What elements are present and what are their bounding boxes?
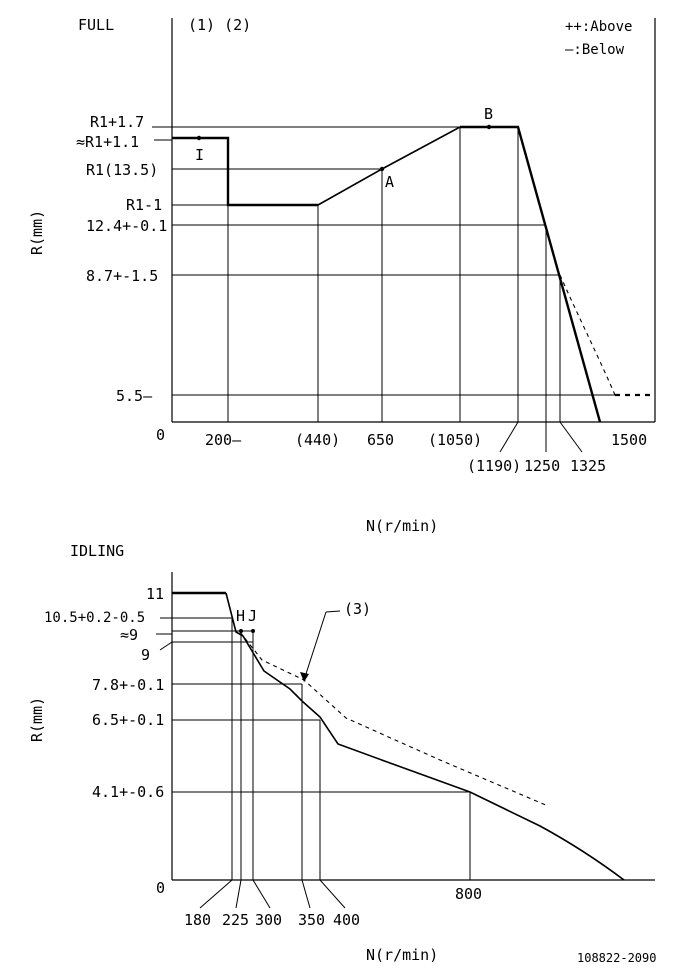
full-curve-top-and-cutoff bbox=[460, 125, 602, 423]
full-origin: 0 bbox=[156, 426, 165, 444]
marker-b-dot bbox=[486, 124, 492, 130]
full-y-tick-r1-plus-1-7: R1+1.7 bbox=[90, 113, 144, 131]
idling-y-tick-6-5: 6.5+-0.1 bbox=[92, 711, 164, 729]
full-x-axis-label: N(r/min) bbox=[366, 517, 438, 535]
full-notes: (1) (2) bbox=[188, 16, 251, 34]
marker-i: I bbox=[195, 146, 204, 164]
full-title: FULL bbox=[78, 16, 114, 34]
marker-j-dot bbox=[251, 629, 255, 633]
full-y-tick-5-5: 5.5— bbox=[116, 387, 153, 405]
idling-title: IDLING bbox=[70, 542, 124, 560]
marker-a: A bbox=[385, 173, 394, 191]
full-y-tick-r1-plus-1-1: ≈R1+1.1 bbox=[76, 133, 139, 151]
full-y-tick-12-4: 12.4+-0.1 bbox=[86, 217, 167, 235]
full-x-tick-1325: 1325 bbox=[570, 457, 606, 475]
marker-i-dot bbox=[196, 135, 202, 141]
idling-y-tick-10-5: 10.5+0.2-0.5 bbox=[44, 610, 145, 626]
full-x-tick-1500: 1500 bbox=[611, 431, 647, 449]
full-curve-low bbox=[172, 136, 318, 207]
full-y-axis-label: R(mm) bbox=[28, 210, 46, 255]
idling-x-tick-800: 800 bbox=[455, 885, 482, 903]
full-x-tick-440: (440) bbox=[295, 431, 340, 449]
document-code: 108822-2090 bbox=[577, 951, 656, 965]
marker-b: B bbox=[484, 105, 493, 123]
idling-curve bbox=[225, 592, 625, 881]
idling-y-tick-11: 11 bbox=[146, 585, 164, 603]
full-y-tick-r1: R1(13.5) bbox=[86, 161, 158, 179]
idling-x-tick-300: 300 bbox=[255, 911, 282, 929]
full-x-tick-650: 650 bbox=[367, 431, 394, 449]
idling-origin: 0 bbox=[156, 879, 165, 897]
idling-x-tick-400: 400 bbox=[333, 911, 360, 929]
marker-j: J bbox=[248, 607, 257, 625]
idling-y-tick-4-1: 4.1+-0.6 bbox=[92, 783, 164, 801]
idling-panel: IDLING R(mm) 11 10.5+0.2-0.5 ≈9 9 7.8+-0… bbox=[28, 542, 655, 964]
full-x-tick-200: 200— bbox=[205, 431, 242, 449]
idling-y-axis-label: R(mm) bbox=[28, 697, 46, 742]
idling-x-tick-225: 225 bbox=[222, 911, 249, 929]
idling-y-tick-7-8: 7.8+-0.1 bbox=[92, 676, 164, 694]
note-3-arrow bbox=[300, 672, 309, 682]
marker-h: H bbox=[236, 607, 245, 625]
marker-h-dot bbox=[239, 629, 243, 633]
idling-x-tick-350: 350 bbox=[298, 911, 325, 929]
marker-a-dot bbox=[379, 166, 385, 172]
full-x-tick-1190: (1190) bbox=[467, 457, 521, 475]
idling-x-tick-180: 180 bbox=[184, 911, 211, 929]
legend-above: ++:Above bbox=[565, 19, 632, 35]
full-x-tick-1250: 1250 bbox=[524, 457, 560, 475]
idling-y-tick-approx-9: ≈9 bbox=[120, 626, 138, 644]
full-y-tick-r1-minus-1: R1-1 bbox=[126, 196, 162, 214]
idling-y-tick-9: 9 bbox=[141, 646, 150, 664]
idling-note-3: (3) bbox=[344, 600, 371, 618]
idling-x-axis-label: N(r/min) bbox=[366, 946, 438, 964]
legend-below: —:Below bbox=[565, 42, 625, 58]
idling-upper-bound-dashed bbox=[239, 631, 549, 807]
full-curve-rise bbox=[317, 126, 461, 206]
full-panel: FULL (1) (2) ++:Above —:Below R(mm) R1+1… bbox=[28, 16, 656, 535]
full-x-tick-1050: (1050) bbox=[428, 431, 482, 449]
full-y-tick-8-7: 8.7+-1.5 bbox=[86, 267, 158, 285]
